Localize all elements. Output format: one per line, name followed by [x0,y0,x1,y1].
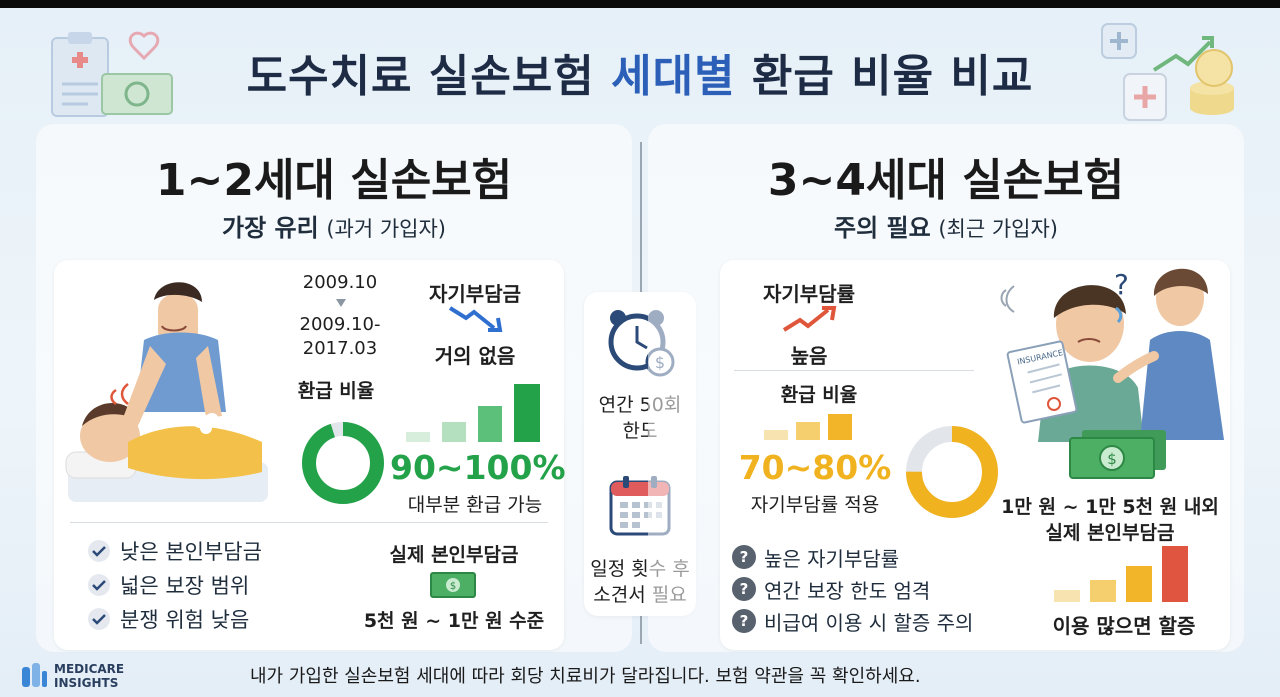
right-donut-chart [906,426,998,518]
footer-note: 내가 가입한 실손보험 세대에 따라 회당 치료비가 달라집니다. 보험 약관을… [250,666,921,687]
medical-clipboard-icon [51,31,173,117]
svg-text:$: $ [450,581,456,592]
title-text-2: 환급 비율 비교 [735,51,1034,102]
surcharge-bars [1054,546,1188,602]
check-icon [88,574,110,596]
benefit-3-label: 분쟁 위험 낮음 [120,608,250,632]
check-icon [88,540,110,562]
right-subtitle: 주의 필요 (최근 가입자) [648,208,1244,243]
benefit-2: 넓은 보장 범위 [88,570,249,600]
caution-2-label: 연간 보장 한도 엄격 [764,578,931,603]
title-text-1: 도수치료 실손보험 [246,51,612,102]
right-rising-bars [764,414,852,440]
svg-text:?: ? [740,612,749,630]
right-gen-title: 3~4세대 실손보험 [767,155,1125,206]
right-sub-strong: 주의 필요 [834,214,931,242]
money-bill-icon: $ [430,572,476,598]
massage-illustration [65,282,268,502]
svg-text:?: ? [1114,268,1129,301]
caution-2: ? 연간 보장 한도 엄격 [732,574,930,604]
left-panel-gen12: 1~2세대 실손보험 가장 유리 (과거 가입자) 2009.10 2009.1… [36,124,632,652]
right-actual-label: 실제 본인부담금 [1045,522,1175,544]
right-copay-label: 자기부담률 [763,282,855,306]
left-sub-strong: 가장 유리 [222,214,319,242]
caution-3: ? 비급여 이용 시 할증 주의 [732,606,973,636]
logo-icon [22,663,47,687]
right-card: 자기부담률 높음 환급 비율 70~80% 자기부담률 적용 ? [720,260,1230,650]
left-actual-label: 실제 본인부담금 [389,544,519,566]
right-donut-arc [906,426,998,518]
logo-line1: MEDICARE [54,662,125,676]
left-sub-weak: (과거 가입자) [326,217,446,241]
surcharge-label: 이용 많으면 할증 [1052,614,1196,638]
trend-down-icon [448,306,503,332]
date-1: 2009.10 [302,272,378,293]
right-refund-note: 자기부담률 적용 [750,494,880,516]
date-2a: 2009.10- [299,314,381,335]
right-refund-label: 환급 비율 [780,384,858,406]
benefit-1: 낮은 본인부담금 [88,536,262,566]
benefit-3: 분쟁 위험 낮음 [88,604,249,634]
page-title: 도수치료 실손보험 세대별 환급 비율 비교 [0,40,1280,104]
caution-1-label: 높은 자기부담률 [764,546,900,571]
caution-1: ? 높은 자기부담률 [732,542,899,572]
caution-3-label: 비급여 이용 시 할증 주의 [764,610,974,635]
brand-logo: MEDICARE INSIGHTS [20,662,124,690]
left-donut-arc [302,422,384,504]
trend-up-icon [782,306,837,332]
logo-line2: INSIGHTS [54,676,119,690]
svg-text:$: $ [1107,450,1117,468]
benefit-2-label: 넓은 보장 범위 [120,574,250,598]
right-copay-value: 높음 [790,344,828,368]
left-rising-bars [406,384,540,442]
benefit-1-label: 낮은 본인부담금 [120,540,262,564]
right-refund-pct: 70~80% [738,448,892,487]
left-gen-title: 1~2세대 실손보험 [155,155,513,206]
title-accent: 세대별 [611,51,736,102]
right-card-separator-top [734,370,974,371]
left-refund-pct: 90~100% [390,448,566,487]
svg-text:?: ? [740,548,749,566]
left-copay-label: 자기부담금 [429,282,521,306]
left-refund-note: 대부분 환급 가능 [407,494,543,516]
right-actual-range: 1만 원 ~ 1만 5천 원 내외 [1001,496,1219,518]
left-card: 2009.10 2009.10- 2017.03 자기부담금 거의 없음 환급 … [54,260,566,650]
right-panel-gen34: 3~4세대 실손보험 주의 필요 (최근 가입자) 자기부담률 높음 환급 비율… [648,124,1244,652]
right-sub-weak: (최근 가입자) [938,217,1058,241]
left-refund-label: 환급 비율 [297,380,375,402]
check-icon [88,608,110,630]
cash-stack-icon: $ [1069,430,1166,479]
date-2b: 2017.03 [302,338,378,359]
left-copay-value: 거의 없음 [434,344,516,368]
svg-text:?: ? [740,580,749,598]
left-donut-chart [302,422,384,504]
question-icon: ? [732,545,756,569]
top-bar [0,0,1280,8]
question-icon: ? [732,577,756,601]
coins-growth-icon [1101,23,1234,121]
left-subtitle: 가장 유리 (과거 가입자) [36,208,632,243]
question-icon: ? [732,609,756,633]
worried-patient-illustration: ? INSURANCE [1000,268,1224,442]
left-card-separator [70,522,548,523]
date-arrow-icon [336,299,346,307]
left-actual-value: 5천 원 ~ 1만 원 수준 [363,610,545,632]
